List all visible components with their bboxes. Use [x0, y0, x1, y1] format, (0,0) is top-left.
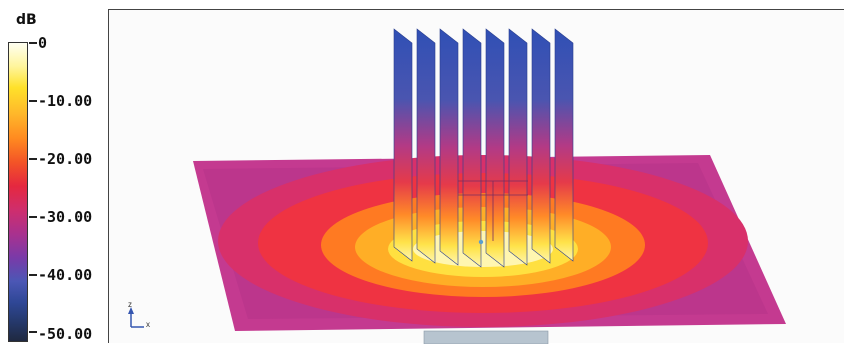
field-plot-scene: [128, 28, 786, 344]
fin-3: [439, 28, 459, 266]
support-bar: [423, 330, 549, 344]
tick-label-20: -20.00: [38, 150, 93, 168]
tick-label-10: -10.00: [38, 92, 93, 110]
tick-label-0: 0: [38, 34, 48, 52]
tick-mark: [29, 158, 37, 160]
tick-label-30: -30.00: [38, 208, 93, 226]
colorbar-gradient: [8, 42, 28, 342]
tick-mark: [29, 216, 37, 218]
legend-unit: dB: [16, 12, 37, 28]
axis-label-z: z: [128, 300, 132, 309]
tick-label-50: -50.00: [38, 325, 93, 343]
structure-wireframe: [458, 180, 528, 241]
fin-4: [462, 28, 482, 268]
colorbar-legend: dB 0 -10.00 -20.00 -30.00 -40.00 -50.00: [0, 0, 108, 344]
axis-triad: [128, 307, 144, 328]
tick-mark: [29, 100, 37, 102]
fin-2: [416, 28, 436, 264]
fin-7: [531, 28, 551, 264]
tick-mark: [29, 42, 37, 44]
tick-label-40: -40.00: [38, 266, 93, 284]
fin-1: [393, 28, 413, 262]
fin-group: [393, 28, 574, 268]
tick-mark: [29, 331, 37, 333]
fin-8: [554, 28, 574, 262]
fin-5: [485, 28, 505, 268]
fin-6: [508, 28, 528, 266]
axis-label-x: x: [146, 320, 150, 329]
tick-mark: [29, 274, 37, 276]
source-point: [478, 239, 484, 245]
